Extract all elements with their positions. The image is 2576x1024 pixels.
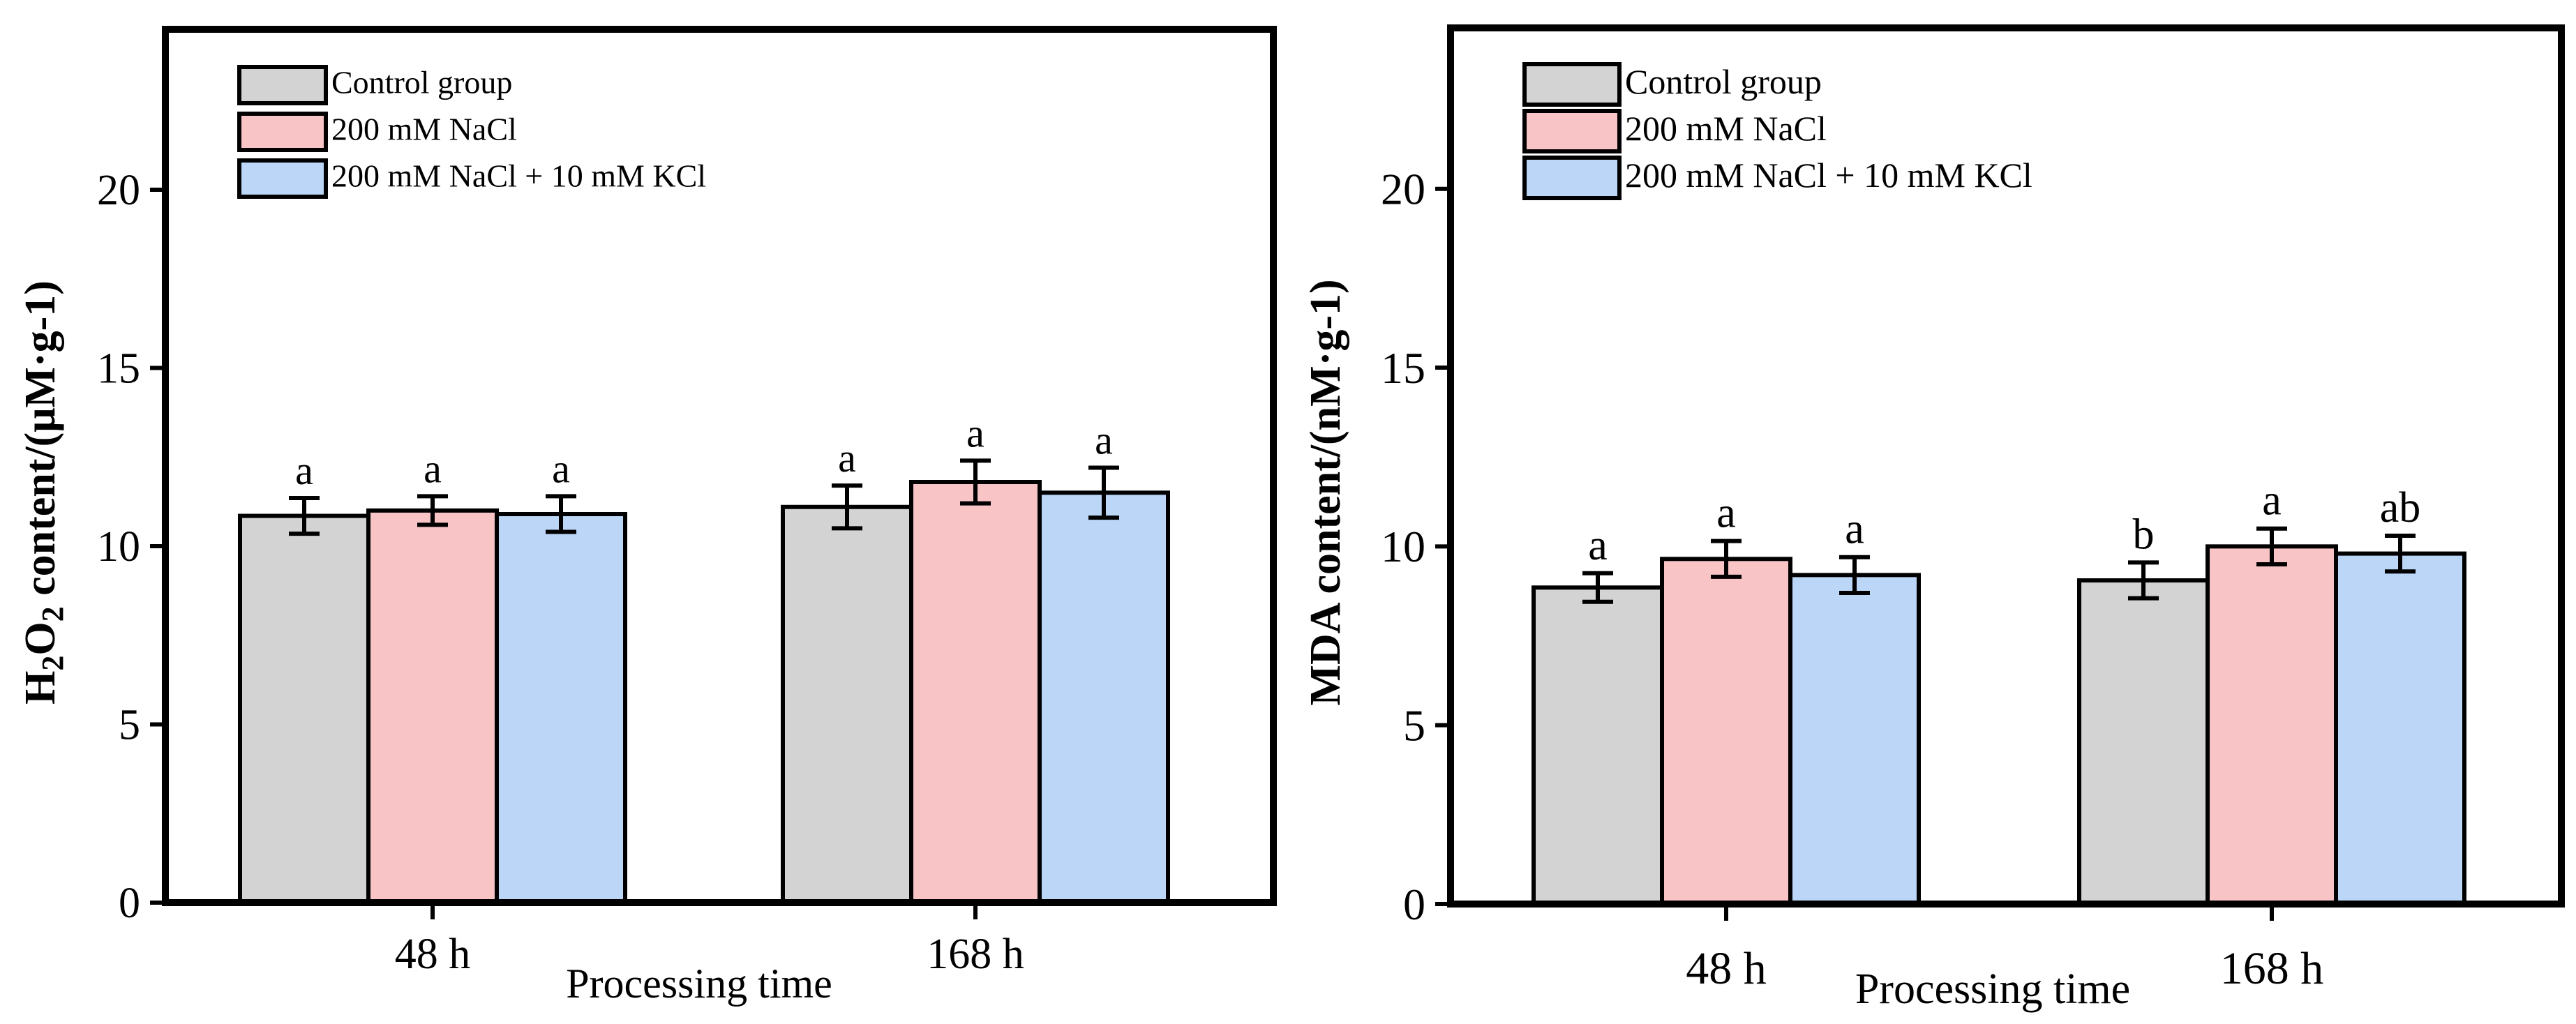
significance-letter: a (838, 435, 856, 481)
significance-letter: a (1588, 522, 1608, 569)
y-axis-label: MDA content/(nM·g-1) (1302, 279, 1349, 705)
bar (909, 479, 1042, 905)
legend-label: 200 mM NaCl + 10 mM KCl (331, 158, 706, 193)
y-tick-label: 5 (1403, 700, 1425, 750)
h2o2-chart: H2O2 content/(μM·g-1) 0 5 10 15 20 a a a 48 h a a a… (17, 26, 1277, 1007)
legend-swatch (237, 65, 328, 105)
bar (238, 513, 370, 905)
bar (2206, 544, 2338, 906)
mda-chart: MDA content/(nM·g-1) 0 5 10 15 20 a a a 48 h b a ab… (1302, 24, 2565, 1013)
legend-label: Control group (1625, 62, 1822, 101)
significance-letter: a (1095, 418, 1113, 463)
significance-letter: a (1845, 506, 1864, 553)
significance-letter: a (966, 410, 984, 455)
bar (781, 504, 913, 905)
h2o2-chart-panel: H2O2 content/(μM·g-1) 0 5 10 15 20 a a a 48 h a a a… (17, 26, 1277, 1007)
bar (2334, 551, 2466, 906)
legend-swatch (1522, 109, 1622, 153)
legend-label: 200 mM NaCl + 10 mM KCl (1625, 156, 2032, 195)
y-tick-label: 0 (119, 880, 140, 927)
bar (495, 511, 627, 905)
significance-letter: a (295, 448, 313, 493)
legend-swatch (1522, 62, 1622, 107)
y-tick-label: 20 (97, 167, 140, 214)
legend-swatch (237, 158, 328, 199)
x-tick-label: 48 h (1686, 943, 1767, 994)
y-tick-label: 15 (1381, 343, 1425, 393)
y-tick-label: 5 (119, 702, 140, 749)
significance-letter: a (552, 446, 570, 491)
bar (1788, 573, 1921, 906)
legend-swatch (1522, 156, 1622, 200)
y-tick-label: 0 (1403, 880, 1425, 929)
plot-area: 0 5 10 15 20 a a a 48 h b a ab 168 h Control group 200… (1381, 24, 2565, 994)
x-axis-label: Processing time (566, 961, 832, 1007)
plot-frame (1447, 24, 2565, 908)
y-axis-label: H2O2 content/(μM·g-1) (17, 280, 70, 705)
plot-frame (162, 26, 1277, 906)
legend-label: 200 mM NaCl (331, 111, 517, 146)
legend: Control group 200 mM NaCl 200 mM NaCl + 10… (237, 64, 706, 199)
y-tick-label: 10 (1381, 522, 1425, 571)
mda-chart-panel: MDA content/(nM·g-1) 0 5 10 15 20 a a a 48 h b a ab… (1288, 0, 2576, 1024)
significance-letter: ab (2380, 484, 2421, 532)
bar (2077, 578, 2210, 906)
legend-swatch (237, 112, 328, 152)
bar (1660, 557, 1792, 906)
x-tick-label: 168 h (927, 931, 1024, 978)
significance-letter: a (2262, 477, 2282, 525)
y-tick-label: 10 (97, 523, 140, 571)
svg-text:H2O2 content/(μM·g-1): H2O2 content/(μM·g-1) (17, 280, 70, 705)
y-tick-label: 15 (97, 345, 140, 393)
significance-letter: a (1716, 490, 1736, 537)
bar (1038, 490, 1170, 905)
x-tick-label: 168 h (2220, 943, 2324, 994)
legend-label: 200 mM NaCl (1625, 109, 1827, 148)
bar (1532, 585, 1664, 907)
x-axis-label: Processing time (1855, 965, 2130, 1013)
significance-letter: a (424, 446, 442, 491)
significance-letter: b (2133, 511, 2155, 558)
plot-area: 0 5 10 15 20 a a a 48 h a a a 168 h Control group 200 … (97, 26, 1277, 978)
legend: Control group 200 mM NaCl 200 mM NaCl + 10… (1522, 62, 2032, 200)
legend-label: Control group (331, 64, 512, 100)
x-tick-label: 48 h (395, 931, 471, 978)
y-tick-label: 20 (1381, 164, 1425, 213)
bar (366, 508, 499, 905)
